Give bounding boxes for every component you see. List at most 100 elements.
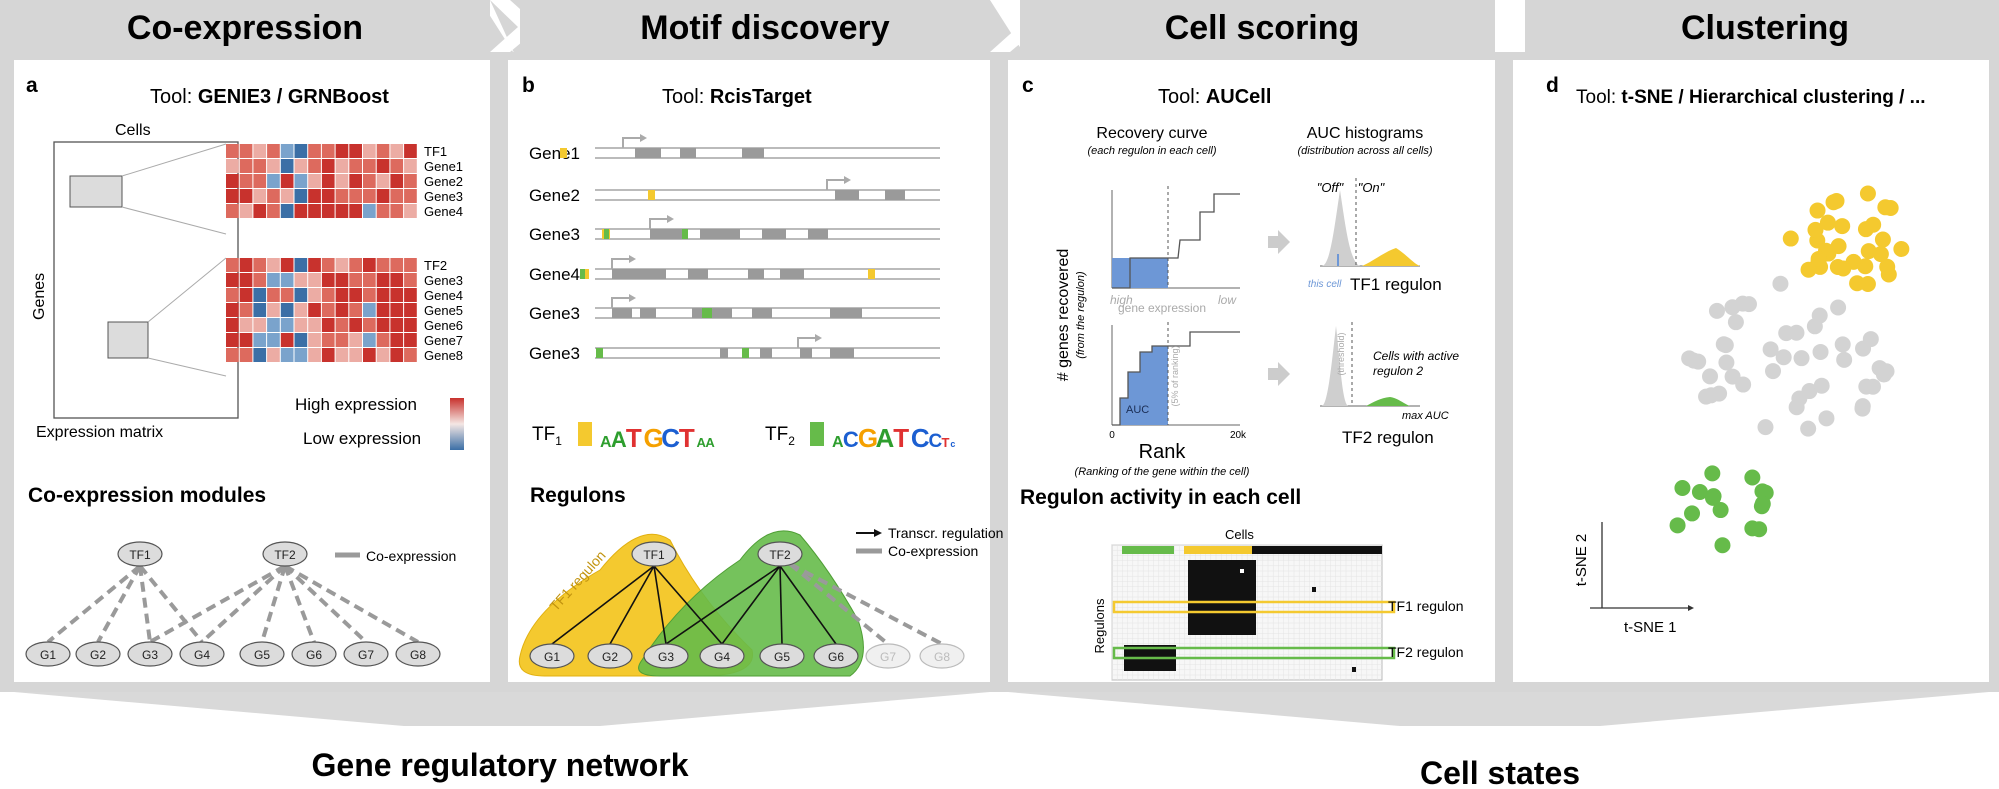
heatmap-cell [253,318,267,332]
heatmap-cell [294,159,308,173]
exon-block [612,308,632,318]
tsne-scatter [1669,185,1910,554]
network-node-label: TF1 [129,548,151,562]
heatmap-cell [404,144,417,158]
heatmap-cell [349,318,362,332]
heatmap-cell [321,333,335,347]
heatmap-cell [267,189,280,203]
stage-title: Clustering [1681,9,1849,47]
this-cell-label: this cell [1308,279,1342,290]
heatmap-cell [226,189,239,203]
tss-arrow [649,218,668,229]
heatmap-row-label: Gene7 [424,333,463,348]
heatmap-cell [280,189,294,203]
legend-coexpression: Co-expression [366,548,456,564]
motif-hit [560,148,567,158]
tsne-point [1691,483,1708,500]
cell-annotation-black [1252,546,1382,554]
heatmap-cell [390,144,404,158]
heatmap-cell [349,288,362,302]
regulation-edge [665,565,781,645]
heatmap-cell [239,159,253,173]
heatmap-cell [239,318,253,332]
tsne-point [1708,302,1725,319]
heatmap-cell [404,204,417,218]
modules-title: Co-expression modules [28,484,266,507]
heatmap-cell [390,348,404,362]
motif-letter: C [843,427,859,452]
tss-arrowhead [640,134,647,142]
off-label: "Off" [1317,180,1345,195]
tsne-point [1836,351,1853,368]
tsne-point [1818,410,1835,427]
heatmap-cell [239,189,253,203]
exon-block [760,348,772,358]
genes-label: Genes [31,273,48,320]
heatmap-cell [267,144,280,158]
exon-block [808,229,828,239]
tsne-point [1807,221,1824,238]
heatmap-cell [253,258,267,272]
tsne-point [1893,241,1910,258]
heatmap-cell [308,204,321,218]
heatmap-cell [404,189,417,203]
heatmap-cell [267,318,280,332]
coexpression-edge [46,564,142,644]
tsne-point [1830,238,1847,255]
on-label: "On" [1358,180,1386,195]
exon-block [688,269,708,279]
tss-arrowhead [629,294,636,302]
motif-hit [596,348,603,358]
heatmap-cell [226,348,239,362]
heatmap-cell [239,348,253,362]
tool-prefix: Tool: [150,86,198,108]
exon-block [830,308,862,318]
heatmap-cell [363,204,376,218]
heatmap-cell [280,144,294,158]
heatmap-cell [335,174,349,188]
heatmap-cell [363,144,376,158]
heatmap-cell [226,159,239,173]
activity-cells-label: Cells [1225,527,1254,542]
heatmap-cell [226,303,239,317]
tsne-point [1872,246,1889,263]
heatmap-cell [267,288,280,302]
tool-name: AUCell [1206,86,1272,108]
heatmap-cell [335,144,349,158]
heatmap-cell [390,318,404,332]
recovery-subtitle: (each regulon in each cell) [1087,145,1216,157]
network-node [395,641,441,667]
heatmap-cell [321,174,335,188]
tsne-point [1849,275,1866,292]
gene-label: Gene3 [529,304,580,323]
matrix-label: Expression matrix [36,424,163,441]
network-node [643,643,689,669]
heatmap-cell [349,189,362,203]
tool-prefix: Tool: [662,86,710,108]
tsne-point [1830,299,1847,316]
threshold-label: (threshold) [1336,332,1346,375]
regulation-edge [551,565,655,645]
heatmap-cell [321,258,335,272]
heatmap-cell [390,159,404,173]
heatmap-cell [349,159,362,173]
heatmap-cell [294,333,308,347]
outcome-label: Cell states [1420,755,1580,789]
regulation-edge [609,565,655,645]
heatmap-cell [321,159,335,173]
coexpression-edge [96,565,142,643]
heatmap-row-label: TF2 [424,258,447,273]
heatmap-cell [404,159,417,173]
heatmap-cell [376,189,390,203]
heatmap-cell [321,318,335,332]
ylabel: # genes recovered [1055,249,1072,382]
recovery-curve-1 [1111,186,1240,289]
motif-letter: C [929,431,943,452]
heatmap-cell [404,273,417,287]
tss-arrow [622,137,641,148]
rank-sub: (Ranking of the gene within the cell) [1075,466,1250,478]
network-node [813,643,859,669]
motif-letter: c [950,439,955,449]
stage-title: Motif discovery [640,9,889,47]
